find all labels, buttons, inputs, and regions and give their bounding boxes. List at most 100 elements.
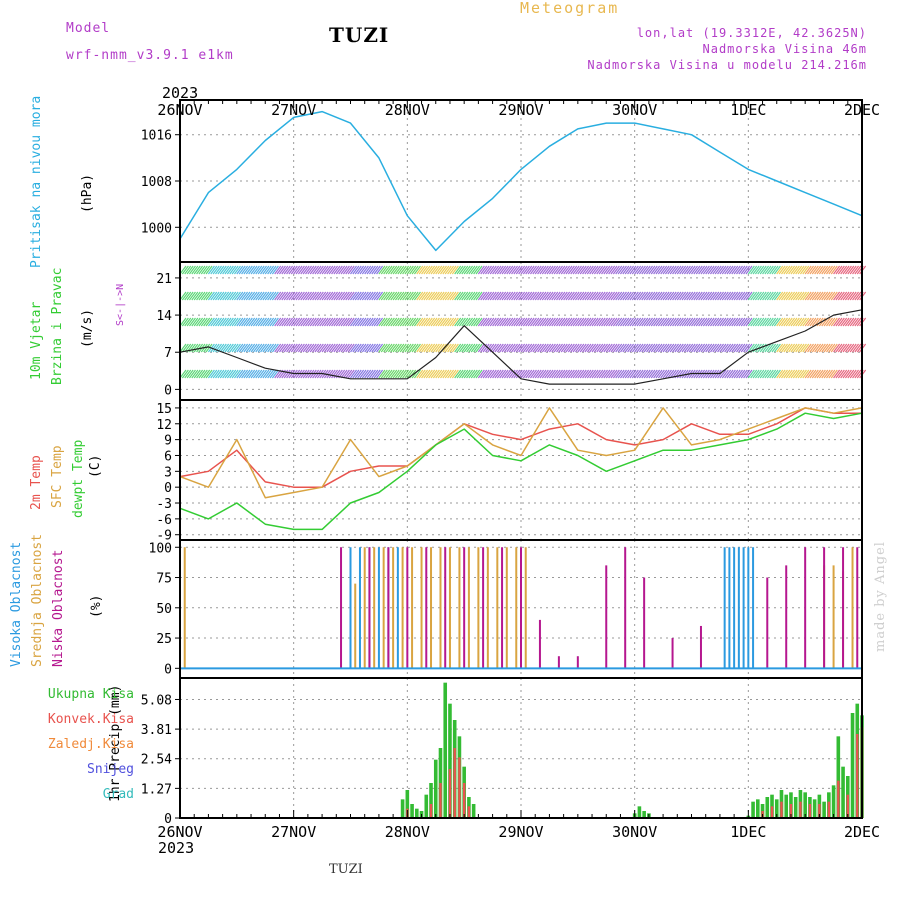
wind-barb: [556, 291, 564, 301]
wind-barb: [627, 265, 635, 275]
wind-barb: [404, 317, 412, 327]
wind-barb: [347, 291, 355, 301]
wind-barb: [830, 265, 838, 275]
wind-barb: [790, 343, 798, 353]
wind-barb: [844, 317, 852, 327]
wind-barb: [376, 369, 384, 379]
wind-barb: [191, 369, 199, 379]
wind-barb: [463, 317, 471, 327]
wind-barb: [413, 317, 421, 327]
wind-barb: [323, 343, 331, 353]
wind-barb: [643, 265, 651, 275]
wind-barb: [321, 317, 329, 327]
wind-barb: [470, 343, 478, 353]
wind-barb: [854, 317, 862, 327]
wind-barb: [473, 369, 481, 379]
wind-barb: [840, 369, 848, 379]
wind-barb: [385, 265, 393, 275]
wind-barb: [648, 369, 656, 379]
wind-barb: [338, 343, 346, 353]
wind-barb: [622, 265, 630, 275]
wind-barb: [634, 369, 642, 379]
wind-barb: [480, 317, 488, 327]
wind-barb: [326, 317, 334, 327]
wind-barb: [262, 317, 270, 327]
wind-barb: [390, 369, 398, 379]
wind-barb: [402, 317, 410, 327]
wind-barb: [622, 317, 630, 327]
wind-barb: [350, 369, 357, 379]
wind-barb: [719, 369, 727, 379]
wind-barb: [430, 343, 438, 353]
wind-barb: [560, 369, 568, 379]
wind-barb: [425, 291, 433, 301]
wind-barb: [629, 343, 637, 353]
wind-barb: [764, 369, 772, 379]
wind-barb: [648, 343, 656, 353]
wind-barb: [591, 265, 599, 275]
wind-barb: [818, 265, 826, 275]
wind-barb: [579, 291, 587, 301]
wind-barb: [425, 369, 433, 379]
wind-barb: [236, 369, 244, 379]
wind-barb: [733, 369, 741, 379]
wind-barb: [260, 343, 267, 353]
wind-barb: [653, 291, 661, 301]
wind-barb: [712, 265, 720, 275]
wind-barb: [326, 343, 334, 353]
wind-barb: [790, 317, 798, 327]
wind-barb: [184, 265, 192, 275]
wind-barb: [586, 317, 594, 327]
wind-barb: [319, 265, 327, 275]
precip-bar: [822, 801, 826, 818]
wind-barb: [653, 343, 661, 353]
wind-barb: [440, 291, 447, 301]
wind-barb: [271, 291, 279, 301]
wind-barb: [423, 317, 431, 327]
wind-barb: [387, 291, 395, 301]
wind-barb: [333, 369, 341, 379]
wind-barb: [333, 265, 341, 275]
wind-barb: [657, 369, 665, 379]
wind-barb: [466, 369, 474, 379]
wind-barb: [702, 291, 710, 301]
wind-barb: [778, 265, 786, 275]
wind-barb: [795, 265, 803, 275]
wind-barb: [326, 369, 334, 379]
wind-barb: [714, 317, 722, 327]
wind-barb: [503, 291, 511, 301]
wind-barb: [269, 317, 277, 327]
wind-barb: [714, 343, 722, 353]
wind-barb: [788, 265, 796, 275]
wind-barb: [286, 317, 294, 327]
wind-barb: [847, 317, 855, 327]
wind-barb: [458, 265, 466, 275]
wind-barb: [700, 265, 708, 275]
wind-barb: [574, 265, 582, 275]
wind-barb: [224, 369, 232, 379]
wind-barb: [196, 265, 204, 275]
wind-barb: [797, 291, 805, 301]
wind-barb: [529, 265, 537, 275]
wind-barb: [238, 369, 246, 379]
x-tick-label-bottom: 30NOV: [612, 823, 657, 841]
wind-barb: [792, 265, 800, 275]
wind-barb: [487, 369, 495, 379]
wind-barb: [752, 369, 760, 379]
wind-barb: [769, 343, 777, 353]
wind-barb: [366, 291, 374, 301]
wind-barb: [368, 317, 376, 327]
wind-barb: [797, 369, 805, 379]
wind-barb: [444, 369, 452, 379]
wind-barb: [366, 317, 374, 327]
wind-barb: [378, 291, 386, 301]
wind-barb: [286, 265, 294, 275]
wind-barb: [205, 265, 213, 275]
wind-barb: [501, 265, 509, 275]
wind-barb: [492, 317, 500, 327]
wind-barb: [347, 265, 355, 275]
wind-barb: [226, 317, 234, 327]
wind-barb: [480, 369, 488, 379]
wind-barb: [399, 343, 407, 353]
wind-barb: [636, 343, 644, 353]
